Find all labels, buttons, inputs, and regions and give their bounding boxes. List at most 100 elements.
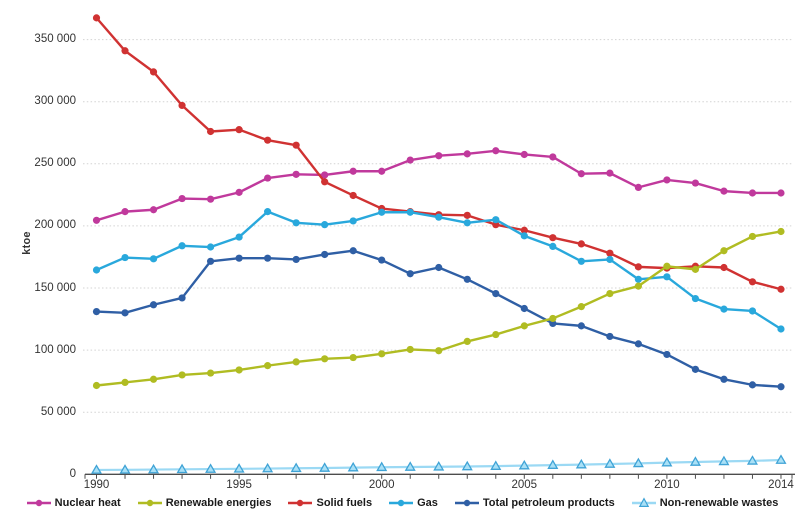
- data-point: [233, 463, 245, 473]
- non-renewable-wastes-legend-marker: [631, 497, 656, 507]
- y-axis-tick-label: 100 000: [34, 343, 76, 356]
- data-point: [720, 263, 728, 272]
- data-point: [149, 68, 158, 76]
- data-point: [549, 314, 557, 323]
- data-point: [206, 257, 215, 265]
- data-point: [549, 153, 557, 161]
- series-total-petroleum-products: [92, 247, 785, 391]
- data-point: [777, 383, 785, 391]
- data-point: [347, 461, 359, 472]
- nuclear-heat-legend-marker: [26, 499, 51, 507]
- data-point: [235, 126, 243, 134]
- data-point: [406, 156, 414, 164]
- data-point: [777, 227, 785, 236]
- data-point: [349, 247, 357, 255]
- data-point: [520, 304, 528, 313]
- legend-item-renewable-energies: Renewable energies: [137, 497, 271, 509]
- y-axis-tick-label: 300 000: [34, 95, 76, 108]
- series-renewable-energies: [92, 227, 785, 390]
- legend-label: Gas: [417, 497, 438, 509]
- data-point: [121, 253, 129, 262]
- legend: Nuclear heat Renewable energies Solid fuel…: [0, 497, 805, 509]
- data-point: [264, 136, 272, 144]
- data-point: [378, 256, 386, 264]
- data-point: [577, 170, 585, 178]
- data-point: [264, 362, 272, 370]
- data-point: [119, 464, 131, 474]
- data-point: [349, 217, 357, 225]
- data-point: [290, 462, 302, 473]
- data-point: [121, 47, 129, 55]
- data-point: [748, 232, 757, 241]
- data-point: [691, 179, 700, 187]
- data-point: [376, 461, 388, 472]
- data-point: [435, 152, 443, 160]
- data-point: [92, 14, 101, 22]
- data-point: [518, 459, 530, 470]
- y-axis-tick-label: 350 000: [34, 33, 76, 46]
- data-point: [606, 332, 614, 341]
- y-axis-title: ktoe: [21, 231, 33, 255]
- x-axis-tick-label: 2014: [768, 479, 794, 491]
- data-point: [575, 458, 587, 469]
- data-point: [577, 303, 585, 311]
- data-point: [632, 457, 644, 468]
- data-point: [547, 459, 559, 469]
- y-axis-tick-label: 50 000: [40, 405, 76, 418]
- data-point: [178, 242, 186, 250]
- data-point: [577, 240, 585, 248]
- data-point: [178, 294, 186, 302]
- data-point: [746, 455, 758, 465]
- data-point: [235, 366, 243, 374]
- legend-label: Solid fuels: [316, 497, 373, 509]
- y-axis-tick-label: 0: [69, 467, 76, 480]
- legend-label: Nuclear heat: [54, 497, 121, 509]
- data-point: [349, 191, 357, 200]
- data-point: [292, 358, 300, 366]
- series-line: [95, 230, 783, 387]
- data-point: [577, 257, 585, 265]
- y-axis-tick-label: 150 000: [34, 281, 76, 294]
- data-point: [92, 216, 101, 224]
- data-point: [149, 206, 158, 214]
- series-nuclear-heat: [92, 147, 785, 224]
- data-point: [92, 381, 101, 390]
- data-point: [206, 195, 215, 203]
- data-point: [777, 325, 785, 333]
- data-point: [492, 289, 500, 298]
- data-point: [634, 275, 642, 283]
- solid-fuels-legend-marker: [288, 499, 313, 507]
- x-axis-tick-label: 2005: [511, 479, 538, 491]
- data-point: [206, 243, 215, 251]
- data-point: [90, 464, 103, 474]
- data-point: [490, 460, 502, 470]
- gas-legend-marker: [389, 499, 414, 507]
- data-point: [463, 150, 471, 158]
- data-point: [748, 381, 757, 389]
- data-point: [121, 208, 129, 216]
- data-point: [691, 265, 700, 273]
- data-point: [549, 242, 557, 250]
- data-point: [264, 208, 272, 216]
- x-axis-tick-label: 2000: [368, 479, 395, 491]
- data-point: [663, 262, 671, 270]
- data-point: [604, 458, 616, 468]
- data-point: [262, 462, 274, 473]
- data-point: [378, 208, 386, 216]
- data-point: [321, 178, 329, 186]
- data-point: [349, 353, 357, 362]
- data-point: [463, 337, 471, 346]
- series-non-renewable-wastes: [90, 454, 787, 474]
- data-point: [178, 371, 186, 379]
- data-point: [663, 176, 671, 184]
- data-point: [718, 455, 730, 466]
- data-point: [520, 226, 528, 234]
- data-point: [720, 305, 728, 313]
- y-axis-tick-label: 250 000: [34, 157, 76, 170]
- data-point: [748, 278, 757, 286]
- y-axis-tick-label: 200 000: [34, 219, 76, 232]
- series-gas: [92, 208, 785, 333]
- data-point: [748, 189, 757, 197]
